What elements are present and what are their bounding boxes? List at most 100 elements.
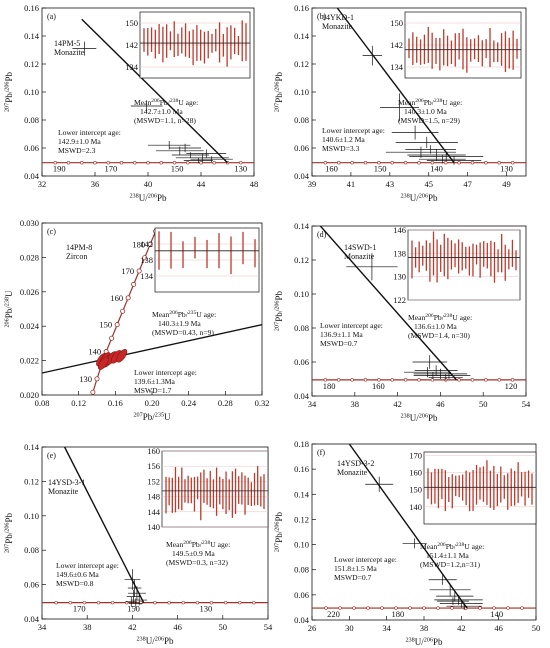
inset-tick-label: 138 xyxy=(393,248,406,258)
y-tick-label: 0.10 xyxy=(24,87,39,97)
mean-age-inset: 150 142 134 xyxy=(390,11,522,79)
concordia-marker xyxy=(457,378,461,382)
inset-tick-label: 142 xyxy=(140,239,153,249)
axis-label-part: / xyxy=(145,193,148,203)
y-tick-label: 0.026 xyxy=(20,287,39,297)
concordia-age-label: 150 xyxy=(171,164,184,174)
y-axis-title: 207Pb/206Pb xyxy=(274,511,285,552)
label-element: U xyxy=(452,313,458,322)
concordia-age-label: 140 xyxy=(490,609,503,619)
x-tick-label: 34 xyxy=(38,622,47,632)
data-point xyxy=(124,569,141,590)
discordia-line xyxy=(63,447,145,603)
panel-d: 34 38 42 46 50 540.040.060.080.100.120.14238U… xyxy=(274,221,532,423)
y-tick-label: 0.08 xyxy=(294,565,309,575)
concordia-marker xyxy=(422,606,426,610)
mean-age-inset: 150 142 134 xyxy=(125,11,251,79)
concordia-age-label: 130 xyxy=(79,374,92,384)
label-part: age: xyxy=(448,98,463,107)
axis-label-mass: 238 xyxy=(4,297,11,306)
label-part: / xyxy=(454,542,457,551)
concordia-age-label: 170 xyxy=(105,164,118,174)
mean-age-value: 151.4±1.1 Ma xyxy=(426,551,469,560)
concordia-marker xyxy=(199,161,203,165)
axis-label-element: Pb xyxy=(4,93,14,103)
inset-tick-label: 160 xyxy=(147,446,160,456)
concordia-marker xyxy=(109,335,115,341)
concordia-marker xyxy=(390,161,394,165)
sample-name: 14PM-5 xyxy=(54,39,80,48)
lower-intercept-value: 139.6±1.3Ma xyxy=(134,377,175,386)
data-point xyxy=(385,146,456,158)
inset-tick-label: 140 xyxy=(147,522,160,532)
concordia-marker xyxy=(96,600,101,605)
axis-label-element: U xyxy=(164,412,171,422)
label-mass: 238 xyxy=(456,542,465,548)
mean-age-label: Mean206Pb/238U age: xyxy=(166,540,230,549)
data-point xyxy=(362,45,383,66)
y-tick-label: 0.04 xyxy=(294,615,310,625)
concordia-marker xyxy=(212,161,216,165)
axis-label-part: / xyxy=(274,90,284,93)
discordia-line xyxy=(348,444,468,609)
concordia-marker xyxy=(153,600,157,605)
axis-label-part: / xyxy=(274,309,284,312)
y-tick-label: 0.16 xyxy=(294,464,309,474)
mean-age-stats: (MSWD=1.2,n=31) xyxy=(420,560,481,569)
concordia-marker xyxy=(338,606,342,610)
concordia-marker xyxy=(484,378,488,382)
concordia-marker xyxy=(366,606,370,610)
y-tick-label: 0.08 xyxy=(24,115,39,125)
y-tick-label: 0.12 xyxy=(294,514,309,524)
concordia-marker xyxy=(394,606,398,610)
inset-tick-label: 134 xyxy=(140,271,154,281)
lower-intercept-stats: MSWD=1.7 xyxy=(134,386,172,395)
y-axis-title: 207Pb/206Pb xyxy=(274,290,285,331)
x-tick-label: 45 xyxy=(424,179,433,189)
y-tick-label: 0.14 xyxy=(294,221,310,231)
label-part: / xyxy=(186,310,189,319)
data-point xyxy=(126,589,141,604)
concordia-age-label: 170 xyxy=(73,604,86,614)
y-tick-label: 0.16 xyxy=(24,3,39,13)
concordia-marker xyxy=(93,161,97,165)
concordia-age-label: 180 xyxy=(132,239,145,249)
analysis-ellipse xyxy=(97,356,109,370)
axis-label-part: / xyxy=(4,306,14,309)
concordia-age-label: 140 xyxy=(88,347,101,357)
inset-tick-label: 146 xyxy=(393,225,406,235)
data-point xyxy=(446,602,482,610)
axis-label-mass: 206 xyxy=(419,193,428,200)
label-part: Mean xyxy=(408,313,425,322)
axis-label-element: Pb xyxy=(274,290,284,300)
y-axis-title: 206Pb/238U xyxy=(4,290,15,328)
axis-label-element: U xyxy=(410,413,417,423)
panel-letter: (e) xyxy=(47,451,56,460)
inset-tick-label: 138 xyxy=(140,255,153,265)
lower-intercept-stats: MSWD=2.3 xyxy=(58,146,96,155)
mean-age-inset: 160 156 152 148 144 140 xyxy=(147,446,269,532)
x-tick-label: 0.24 xyxy=(181,398,197,408)
lower-intercept-label: Lower intercept age: xyxy=(320,321,383,330)
lower-intercept-stats: MSWD=0.8 xyxy=(56,579,94,588)
y-tick-label: 0.10 xyxy=(294,87,309,97)
concordia-marker xyxy=(430,161,435,165)
concordia-marker xyxy=(352,606,356,610)
data-point xyxy=(365,476,394,492)
data-point xyxy=(402,538,427,549)
axis-label-mass: 238 xyxy=(129,193,138,200)
concordia-marker xyxy=(450,606,454,610)
y-tick-label: 0.06 xyxy=(294,357,309,367)
y-tick-label: 0.14 xyxy=(294,31,310,41)
concordia-marker xyxy=(142,255,148,261)
label-part: Mean xyxy=(398,98,415,107)
axis-label-part: / xyxy=(4,90,14,93)
label-mass: 206 xyxy=(415,98,424,104)
data-point xyxy=(186,149,227,158)
concordia-age-label: 130 xyxy=(234,164,247,174)
axis-label-part: / xyxy=(421,637,424,647)
data-point xyxy=(412,355,447,369)
x-tick-label: 44 xyxy=(197,179,206,189)
y-tick-label: 0.020 xyxy=(20,390,39,400)
axis-label-element: U xyxy=(139,193,146,203)
